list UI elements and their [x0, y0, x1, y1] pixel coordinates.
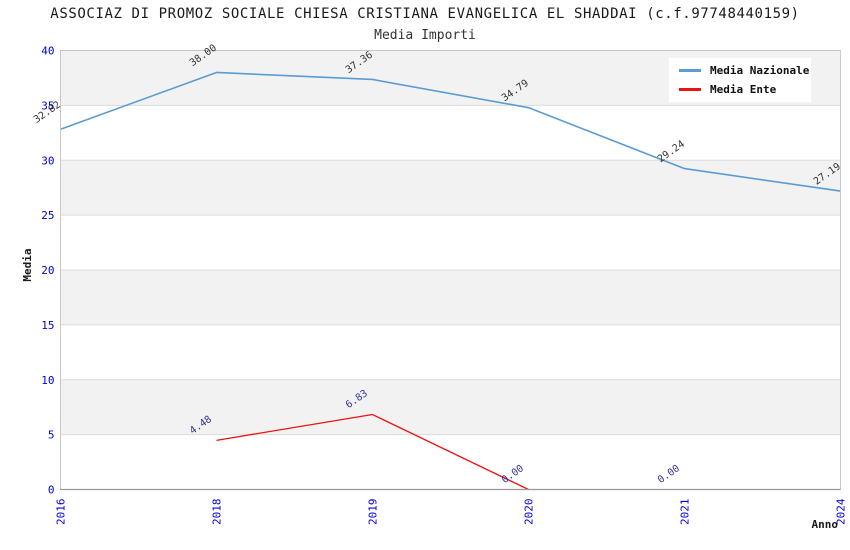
svg-text:35: 35: [41, 99, 54, 112]
svg-text:10: 10: [41, 374, 54, 387]
chart-title: ASSOCIAZ DI PROMOZ SOCIALE CHIESA CRISTI…: [50, 6, 800, 22]
legend-line-swatch-nazionale: [679, 69, 701, 72]
svg-text:25: 25: [41, 209, 54, 222]
svg-text:2016: 2016: [55, 499, 68, 526]
svg-text:20: 20: [41, 264, 54, 277]
series-line-media-nazionale: [60, 71, 841, 192]
svg-text:0: 0: [48, 484, 55, 497]
svg-text:5: 5: [48, 429, 55, 442]
x-tick-labels: 2016 2018 2019 2020 2021 2024: [55, 498, 848, 525]
legend-item-media-nazionale: Media Nazionale: [679, 64, 811, 77]
svg-text:2024: 2024: [835, 498, 848, 525]
legend-item-media-ente: Media Ente: [679, 83, 811, 96]
svg-text:30: 30: [41, 154, 54, 167]
y-tick-labels: 0 5 10 15 20 25 30 35 40: [41, 45, 54, 497]
legend-line-swatch-ente: [679, 88, 701, 91]
svg-text:0.00: 0.00: [656, 463, 682, 486]
svg-text:2021: 2021: [679, 499, 692, 526]
svg-text:15: 15: [41, 319, 54, 332]
legend: Media Nazionale Media Ente: [669, 58, 811, 102]
svg-text:2019: 2019: [367, 499, 380, 526]
y-axis-title: Media: [21, 248, 34, 281]
background-bands: [60, 50, 841, 435]
svg-text:2020: 2020: [523, 499, 536, 526]
legend-label-media-nazionale: Media Nazionale: [710, 64, 810, 77]
chart-subtitle: Media Importi: [374, 28, 476, 43]
axis-titles: Media Anno: [21, 248, 838, 531]
svg-text:40: 40: [41, 45, 54, 58]
x-axis-title: Anno: [812, 518, 839, 531]
legend-label-media-ente: Media Ente: [710, 83, 777, 96]
svg-text:2018: 2018: [211, 499, 224, 526]
plot-border: [60, 50, 841, 491]
